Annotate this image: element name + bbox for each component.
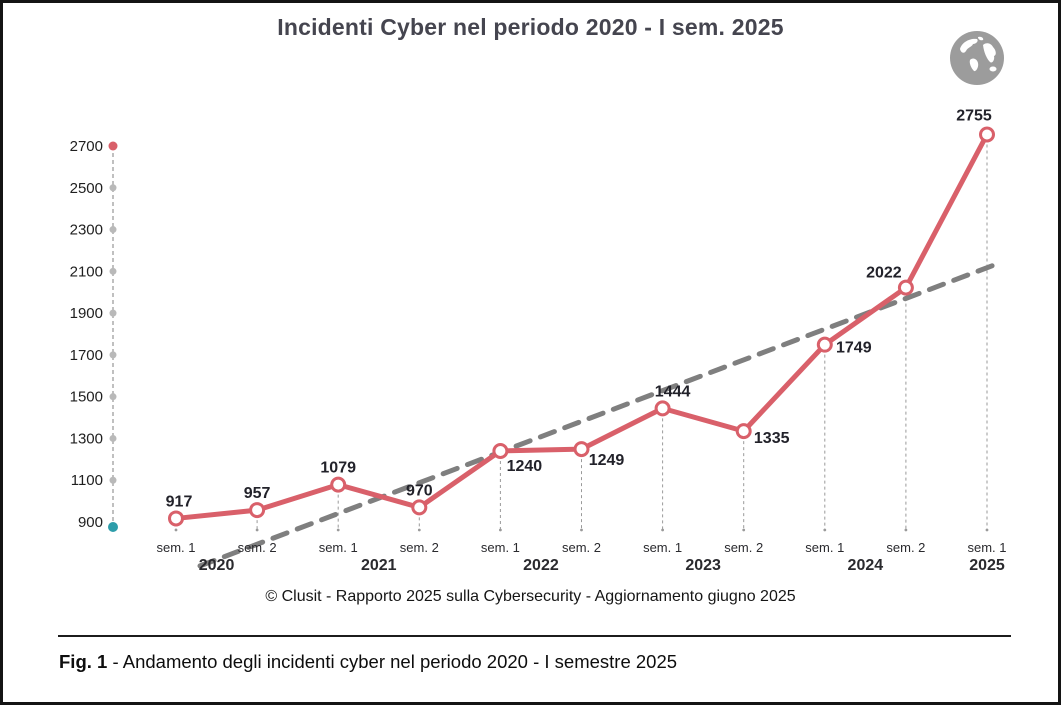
y-axis-dot bbox=[109, 351, 117, 359]
data-point bbox=[330, 476, 347, 493]
dropline-end-dot bbox=[255, 528, 259, 532]
x-tick-label: sem. 2 bbox=[886, 540, 925, 555]
x-tick-label: sem. 2 bbox=[238, 540, 277, 555]
data-point bbox=[168, 510, 184, 527]
value-label: 1335 bbox=[754, 430, 790, 447]
y-tick-label: 2100 bbox=[70, 263, 103, 280]
y-tick-label: 1300 bbox=[70, 430, 103, 447]
dropline-end-dot bbox=[904, 528, 908, 532]
figure-caption-text: - Andamento degli incidenti cyber nel pe… bbox=[107, 651, 678, 672]
dropline-end-dot bbox=[742, 528, 746, 532]
y-axis-dot bbox=[109, 393, 117, 401]
y-tick-label: 2500 bbox=[70, 180, 103, 197]
y-axis-dot bbox=[109, 309, 117, 317]
data-point bbox=[979, 126, 995, 143]
data-point bbox=[573, 441, 590, 458]
value-label: 917 bbox=[166, 493, 193, 510]
figure-number: Fig. 1 bbox=[59, 651, 108, 672]
dropline-end-dot bbox=[499, 528, 502, 532]
year-label: 2020 bbox=[199, 557, 235, 574]
y-axis-dot bbox=[109, 267, 117, 275]
y-tick-label: 1100 bbox=[71, 472, 103, 489]
chart-title: Incidenti Cyber nel periodo 2020 - I sem… bbox=[277, 14, 784, 40]
year-label: 2025 bbox=[969, 557, 1005, 574]
dropline-end-dot bbox=[580, 528, 583, 532]
year-label: 2021 bbox=[361, 557, 397, 574]
y-axis-bottom-dot bbox=[108, 522, 118, 532]
data-point bbox=[411, 499, 428, 516]
y-tick-label: 2300 bbox=[70, 222, 103, 239]
y-tick-label: 900 bbox=[78, 514, 103, 531]
dropline-end-dot bbox=[417, 528, 421, 532]
x-tick-label: sem. 1 bbox=[805, 540, 844, 555]
x-tick-label: sem. 1 bbox=[643, 540, 682, 555]
year-label: 2023 bbox=[685, 557, 721, 574]
data-point bbox=[492, 442, 509, 459]
y-axis-dot bbox=[109, 226, 117, 234]
data-point bbox=[735, 423, 752, 440]
value-label: 1749 bbox=[836, 340, 872, 357]
dropline-end-dot bbox=[661, 528, 664, 532]
value-label: 970 bbox=[406, 482, 433, 499]
dropline-end-dot bbox=[174, 528, 178, 532]
x-tick-label: sem. 1 bbox=[481, 540, 520, 555]
year-label: 2022 bbox=[523, 557, 559, 574]
dropline-end-dot bbox=[985, 528, 989, 532]
trend-line bbox=[197, 262, 997, 569]
value-label: 1249 bbox=[589, 452, 625, 469]
value-label: 1240 bbox=[507, 458, 543, 475]
y-axis-dot bbox=[109, 434, 117, 442]
year-label: 2024 bbox=[848, 557, 884, 574]
incidents-line-chart: 900 1100 1300 1500 1700 1900 2100 2300 2500 2700 9… bbox=[70, 108, 1007, 574]
value-label: 2022 bbox=[866, 265, 902, 282]
data-point bbox=[249, 502, 266, 519]
y-tick-label: 1700 bbox=[70, 347, 103, 364]
x-tick-label: sem. 1 bbox=[319, 540, 358, 555]
y-axis-dot bbox=[109, 184, 117, 192]
y-tick-label: 2700 bbox=[70, 138, 103, 155]
value-label: 1444 bbox=[655, 383, 691, 400]
x-tick-label: sem. 2 bbox=[562, 540, 601, 555]
y-axis-dot bbox=[109, 476, 117, 484]
y-tick-label: 1900 bbox=[70, 305, 103, 322]
data-point bbox=[654, 400, 671, 417]
value-label: 1079 bbox=[320, 460, 356, 477]
y-tick-label: 1500 bbox=[70, 389, 103, 406]
figure-caption: Fig. 1 - Andamento degli incidenti cyber… bbox=[59, 651, 677, 673]
x-tick-label: sem. 2 bbox=[400, 540, 439, 555]
x-tick-label: sem. 1 bbox=[156, 540, 195, 555]
caption-divider bbox=[58, 635, 1011, 637]
value-label: 957 bbox=[244, 485, 271, 502]
dropline-end-dot bbox=[336, 528, 340, 532]
x-tick-label: sem. 2 bbox=[724, 540, 763, 555]
globe-icon bbox=[950, 31, 1004, 85]
x-tick-label: sem. 1 bbox=[967, 540, 1006, 555]
y-axis-top-dot bbox=[108, 141, 118, 151]
value-label: 2755 bbox=[956, 108, 992, 125]
dropline-end-dot bbox=[823, 528, 827, 532]
data-point bbox=[816, 336, 833, 353]
data-point bbox=[897, 279, 914, 296]
source-credit: © Clusit - Rapporto 2025 sulla Cybersecu… bbox=[265, 588, 796, 605]
